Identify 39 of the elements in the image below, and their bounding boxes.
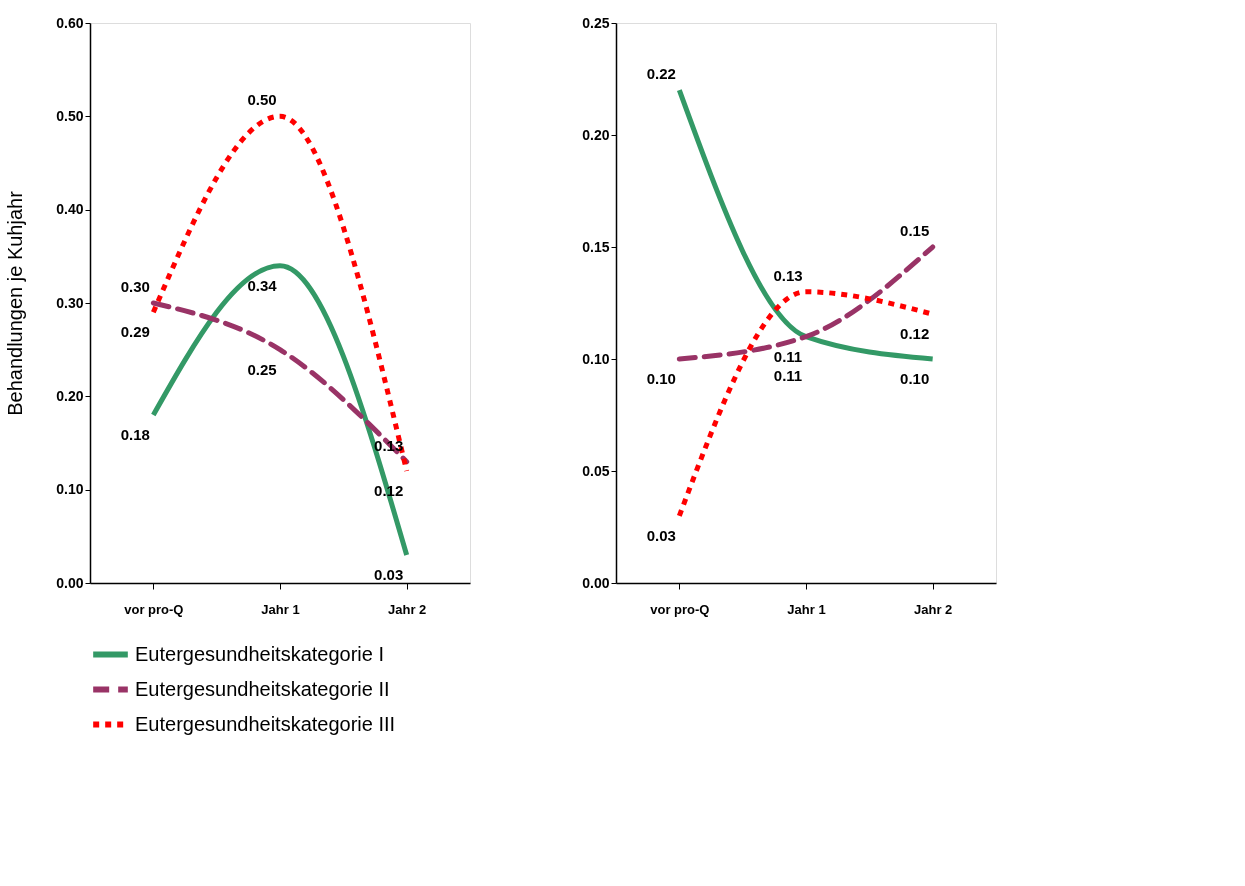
x-tick-label: Jahr 2 [914,601,953,617]
data-label: 0.30 [120,278,150,295]
data-label: 0.34 [247,276,278,294]
y-tick-label: 0.20 [582,126,610,143]
data-label: 0.12 [900,325,930,343]
data-label: 0.11 [773,366,803,384]
legend-label: Eutergesundheitskategorie II [135,677,390,700]
legend-label: Eutergesundheitskategorie III [135,712,396,735]
y-tick-label: 0.00 [582,574,610,591]
y-tick-label: 0.20 [56,387,84,404]
y-tick-label: 0.40 [56,201,84,218]
data-label: 0.15 [900,222,930,239]
x-tick-label: vor pro-Q [124,601,184,617]
y-tick-label: 0.05 [582,462,610,479]
data-label: 0.10 [900,370,930,387]
y-tick-label: 0.30 [56,294,84,311]
y-tick-label: 0.00 [56,574,84,591]
x-tick-label: Jahr 2 [388,601,427,617]
data-label: 0.03 [646,526,676,544]
x-tick-label: vor pro-Q [650,601,710,617]
data-label: 0.13 [773,266,803,284]
y-tick-label: 0.60 [56,14,84,31]
data-label: 0.11 [773,347,803,365]
legend-label: Eutergesundheitskategorie I [135,642,385,665]
x-tick-label: Jahr 1 [261,601,300,617]
data-label: 0.03 [374,566,404,583]
data-label: 0.22 [646,65,676,83]
y-tick-label: 0.10 [582,350,610,367]
y-tick-label: 0.25 [582,14,610,31]
y-tick-label: 0.15 [582,238,610,255]
data-label: 0.50 [247,91,277,109]
data-label: 0.25 [247,360,277,378]
y-tick-label: 0.50 [56,107,84,124]
data-label: 0.10 [646,370,676,387]
x-tick-label: Jahr 1 [787,601,826,617]
data-label: 0.29 [120,323,150,341]
y-axis-title: Behandlungen je Kuhjahr [4,190,27,416]
y-tick-label: 0.10 [56,481,84,498]
data-label: 0.18 [120,426,150,443]
